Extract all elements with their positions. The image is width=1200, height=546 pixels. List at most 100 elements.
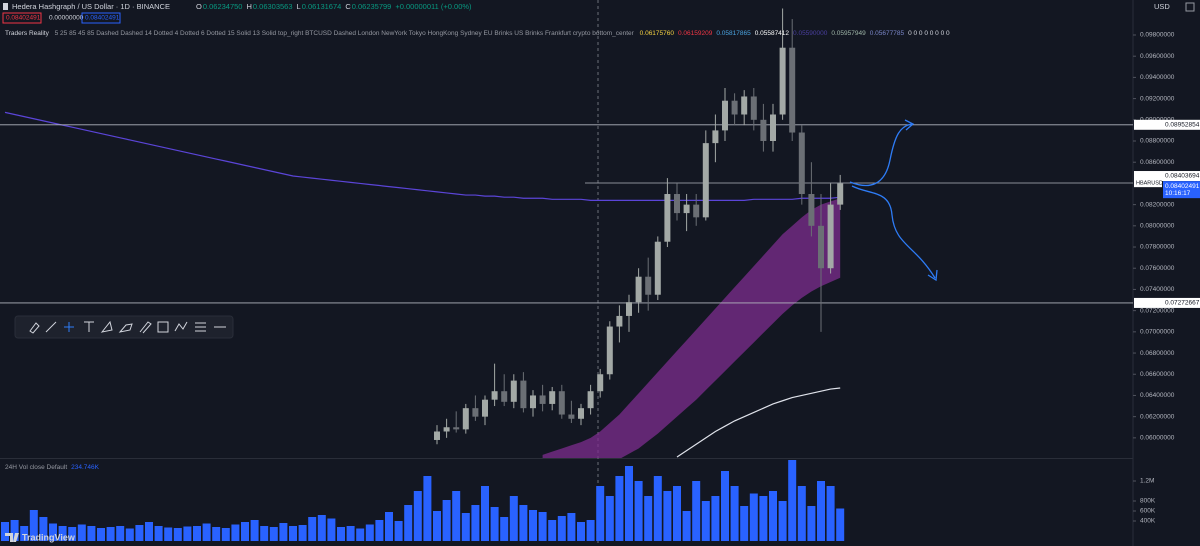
volume-bar <box>135 525 144 541</box>
volume-bar <box>241 522 249 541</box>
volume-bar <box>807 506 816 541</box>
volume-bar <box>260 526 269 541</box>
drawing-toolbar <box>14 315 234 339</box>
volume-bar <box>481 486 489 541</box>
volume-bar <box>797 486 806 541</box>
volume-bar <box>231 524 240 541</box>
volume-bar <box>125 528 134 541</box>
volume-bar <box>116 526 125 541</box>
level-label: 0.08952854 <box>1165 122 1200 129</box>
candle-body <box>818 225 824 269</box>
candle-body <box>827 204 834 269</box>
level-label-bg <box>1134 171 1200 182</box>
volume-bar <box>625 466 633 541</box>
tool-icon[interactable] <box>84 321 94 332</box>
settings-icon[interactable] <box>1185 2 1195 12</box>
volume-bar <box>788 460 797 541</box>
candle-body <box>674 194 680 214</box>
candle-body <box>731 100 738 115</box>
candle-body <box>779 47 786 115</box>
y-tick-label: 0.08600000 <box>1140 159 1175 166</box>
volume-bar <box>817 481 825 541</box>
logo-text[interactable]: TradingView <box>22 532 76 542</box>
volume-bar <box>1 522 9 541</box>
ohlc-change: +0.00000011 (+0.00%) <box>395 2 472 11</box>
tool-icon[interactable] <box>64 322 74 332</box>
ohlc-values: O0.06234750 H0.06303563 L0.06131674 C0.0623… <box>196 2 472 11</box>
candle-body <box>501 391 508 402</box>
candle-body <box>443 427 450 432</box>
volume-bar <box>605 496 614 541</box>
tool-icon[interactable] <box>139 321 152 334</box>
volume-bar <box>490 507 499 541</box>
volume-bar <box>548 520 557 541</box>
candle-body <box>434 431 440 440</box>
volume-bar <box>346 526 355 541</box>
tool-icon[interactable] <box>157 321 169 333</box>
volume-bar <box>644 496 653 541</box>
volume-bar <box>577 522 585 541</box>
y-tick-label: 0.07800000 <box>1140 244 1175 251</box>
y-tick-label: 0.09600000 <box>1140 53 1175 60</box>
symbol-icon[interactable] <box>3 3 8 10</box>
candle-body <box>654 241 661 295</box>
volume-bar <box>58 526 67 541</box>
y-tick-label: 0.06200000 <box>1140 413 1175 420</box>
candle-body <box>664 194 671 242</box>
indicator-name[interactable]: Traders Reality <box>5 30 50 37</box>
candle-body <box>616 315 623 327</box>
candle-body <box>462 408 469 430</box>
volume-bar <box>586 520 595 541</box>
indicator-value: 0.05677785 <box>870 30 905 37</box>
volume-bar <box>701 501 710 541</box>
candle-body <box>798 132 805 195</box>
candle-body <box>578 408 584 419</box>
indicator-value: 0.05590000 <box>793 30 828 37</box>
y-tick-label: 0.06000000 <box>1140 435 1175 442</box>
volume-bar <box>567 513 576 541</box>
volume-bar <box>385 512 393 541</box>
tool-icon[interactable] <box>195 322 206 332</box>
volume-bar <box>337 527 345 541</box>
tool-icon[interactable] <box>29 322 40 334</box>
ohlc-label: O <box>196 2 202 11</box>
drawing-arrow <box>851 185 936 279</box>
drawing-arrow <box>849 123 913 187</box>
y-tick-label: 0.06400000 <box>1140 392 1175 399</box>
ohlc-value: 0.06234750 <box>203 2 243 11</box>
candle-body <box>539 395 546 404</box>
tool-icon[interactable] <box>174 321 188 332</box>
volume-bar <box>471 505 480 541</box>
candle-body <box>472 408 479 417</box>
symbol-title[interactable]: Hedera Hashgraph / US Dollar · 1D · BINA… <box>12 2 170 11</box>
tool-icon[interactable] <box>100 320 113 333</box>
volume-bar <box>500 517 509 541</box>
last-price: 0.08402491 <box>1165 183 1200 190</box>
tool-icon[interactable] <box>118 323 133 333</box>
volume-bar <box>356 528 365 541</box>
volume-title: 24H Vol close Default <box>5 464 67 471</box>
level-label: 0.08403694 <box>1165 173 1200 180</box>
tool-icon[interactable] <box>45 321 57 333</box>
volume-bar <box>77 524 86 541</box>
candle-body <box>510 380 517 402</box>
volume-bar <box>212 527 221 541</box>
volume-bar <box>673 486 681 541</box>
y-tick-label: 0.08000000 <box>1140 223 1175 230</box>
volume-bar <box>289 526 297 541</box>
volume-bar <box>461 513 470 541</box>
volume-bar <box>413 491 422 541</box>
ohlc-label: L <box>297 2 301 11</box>
y-tick-label: 0.08800000 <box>1140 138 1175 145</box>
candle-body <box>530 395 536 409</box>
volume-bar <box>663 491 672 541</box>
ohlc-label: C <box>345 2 351 11</box>
candle-body <box>635 276 642 303</box>
volume-bar <box>778 501 787 541</box>
currency[interactable]: USD <box>1154 2 1170 11</box>
candle-body <box>645 276 652 295</box>
volume-bar <box>836 508 845 541</box>
y-tick-label: 600K <box>1140 508 1156 515</box>
volume-bar <box>749 493 758 541</box>
band <box>542 198 841 458</box>
